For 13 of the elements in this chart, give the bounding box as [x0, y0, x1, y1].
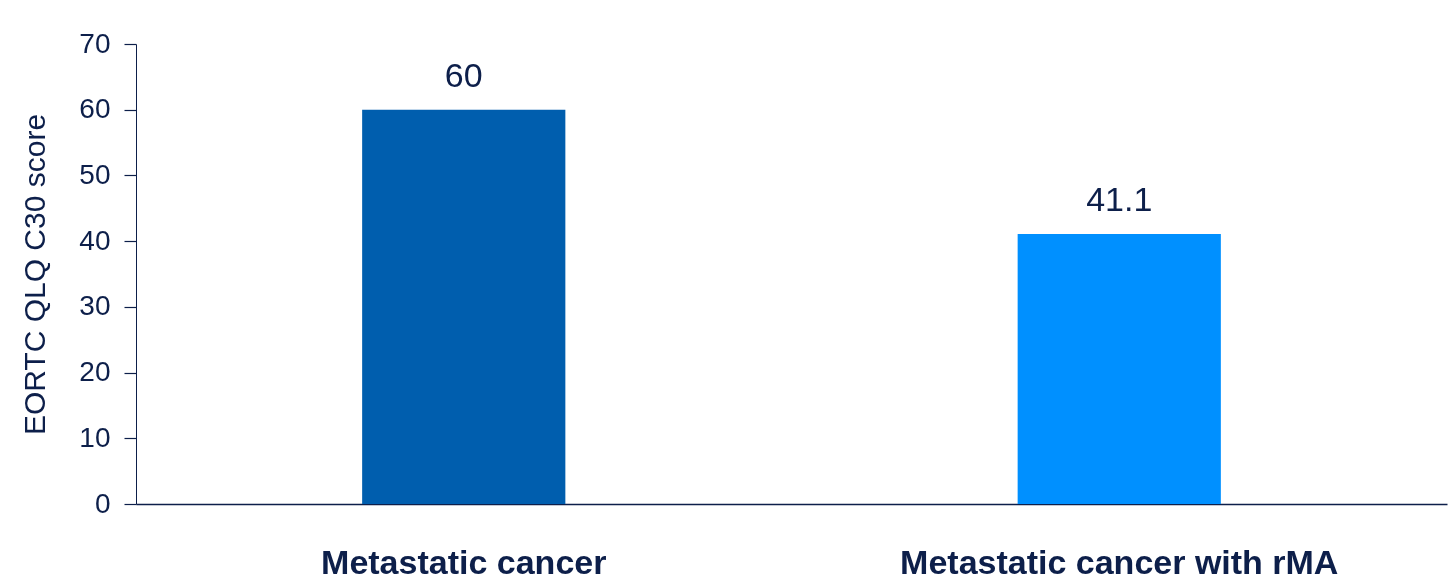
- y-tick-label: 60: [79, 93, 111, 125]
- y-tick-label: 70: [79, 27, 111, 59]
- y-tick-label: 30: [79, 290, 111, 322]
- data-label: 60: [444, 55, 483, 94]
- y-tick-label: 50: [79, 158, 111, 190]
- y-tick-label: 40: [79, 224, 111, 256]
- data-label: 41.1: [1086, 179, 1153, 218]
- x-tick-label: Metastatic cancer: [321, 542, 607, 581]
- y-axis-title: EORTC QLQ C30 score: [18, 113, 52, 436]
- y-tick-label: 10: [79, 421, 111, 453]
- x-tick-label: Metastatic cancer with rMA: [900, 542, 1339, 581]
- y-tick-label: 20: [79, 356, 111, 388]
- y-tick-label: 0: [94, 487, 111, 519]
